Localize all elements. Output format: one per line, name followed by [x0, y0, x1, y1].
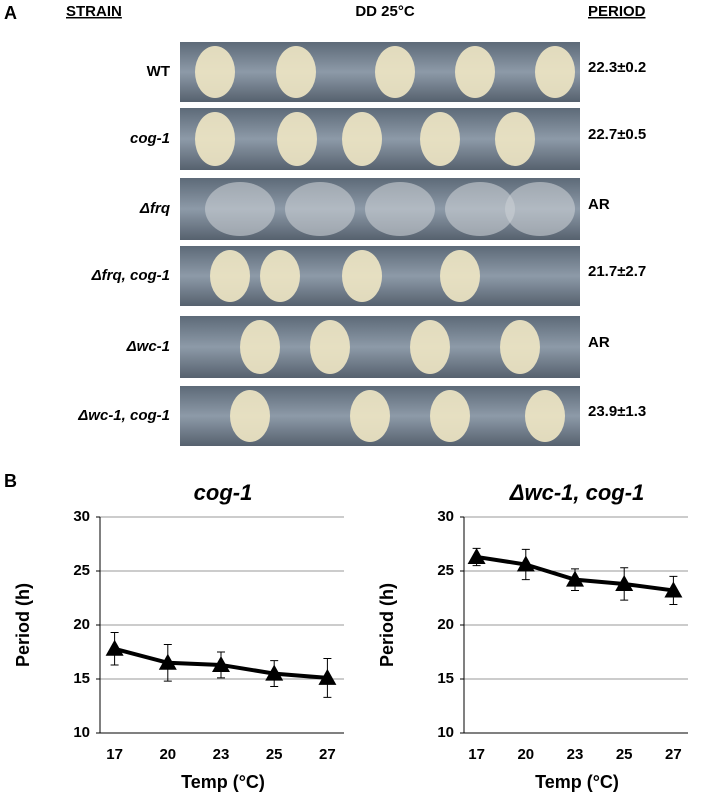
y-tick-label: 15	[437, 670, 454, 687]
y-axis-label: Period (h)	[13, 583, 33, 667]
growth-band	[495, 112, 535, 166]
growth-band	[535, 46, 575, 98]
data-point	[516, 555, 535, 572]
x-tick-label: 23	[213, 746, 230, 763]
strain-label: WT	[147, 63, 170, 80]
growth-band	[525, 390, 565, 442]
y-tick-label: 30	[437, 508, 454, 525]
data-point	[158, 653, 177, 670]
growth-band	[342, 250, 382, 302]
growth-band	[375, 46, 415, 98]
period-value: 23.9±1.3	[588, 403, 646, 420]
x-tick-label: 27	[319, 746, 336, 763]
strain-label: Δfrq	[139, 200, 170, 217]
strain-label: Δfrq, cog-1	[91, 267, 170, 284]
condition-header: DD 25°C	[355, 3, 415, 20]
growth-band	[230, 390, 270, 442]
growth-band	[210, 250, 250, 302]
growth-band	[195, 112, 235, 166]
data-point	[566, 570, 584, 587]
y-axis-label: Period (h)	[377, 583, 397, 667]
growth-band	[455, 46, 495, 98]
x-axis-label: Temp (°C)	[535, 772, 619, 792]
growth-band	[440, 250, 480, 302]
y-tick-label: 25	[73, 562, 90, 579]
x-tick-label: 25	[266, 746, 283, 763]
growth-band	[195, 46, 235, 98]
period-header: PERIOD	[588, 3, 646, 20]
growth-band	[505, 182, 575, 236]
chart-title: cog-1	[194, 480, 253, 505]
strain-label: cog-1	[130, 130, 170, 147]
period-value: AR	[588, 334, 610, 351]
period-value: 22.3±0.2	[588, 59, 646, 76]
period-value: 22.7±0.5	[588, 126, 646, 143]
y-tick-label: 20	[73, 616, 90, 633]
y-tick-label: 20	[437, 616, 454, 633]
x-tick-label: 23	[567, 746, 584, 763]
y-tick-label: 30	[73, 508, 90, 525]
growth-band	[276, 46, 316, 98]
data-point	[615, 574, 634, 591]
growth-band	[310, 320, 350, 374]
growth-band	[420, 112, 460, 166]
y-tick-label: 10	[73, 724, 90, 741]
growth-band	[365, 182, 435, 236]
growth-band	[240, 320, 280, 374]
growth-band	[205, 182, 275, 236]
growth-band	[285, 182, 355, 236]
y-tick-label: 10	[437, 724, 454, 741]
x-tick-label: 20	[159, 746, 176, 763]
x-tick-label: 27	[665, 746, 682, 763]
x-tick-label: 25	[616, 746, 633, 763]
panel-label: A	[4, 3, 17, 23]
data-point	[664, 581, 683, 598]
x-tick-label: 20	[517, 746, 534, 763]
panel-label: B	[4, 471, 17, 491]
period-value: 21.7±2.7	[588, 263, 646, 280]
data-point	[212, 655, 230, 672]
data-point	[105, 639, 124, 656]
x-axis-label: Temp (°C)	[181, 772, 265, 792]
strain-label: Δwc-1	[126, 338, 170, 355]
growth-band	[350, 390, 390, 442]
data-point	[318, 668, 337, 685]
growth-band	[260, 250, 300, 302]
growth-band	[410, 320, 450, 374]
period-value: AR	[588, 196, 610, 213]
growth-band	[342, 112, 382, 166]
growth-band	[277, 112, 317, 166]
y-tick-label: 25	[437, 562, 454, 579]
x-tick-label: 17	[106, 746, 123, 763]
growth-band	[430, 390, 470, 442]
growth-band	[445, 182, 515, 236]
x-tick-label: 17	[468, 746, 485, 763]
chart-title: Δwc-1, cog-1	[509, 480, 645, 505]
growth-band	[500, 320, 540, 374]
strain-label: Δwc-1, cog-1	[77, 407, 170, 424]
y-tick-label: 15	[73, 670, 90, 687]
data-point	[265, 664, 284, 681]
data-point	[467, 547, 486, 564]
strain-header: STRAIN	[66, 3, 122, 20]
